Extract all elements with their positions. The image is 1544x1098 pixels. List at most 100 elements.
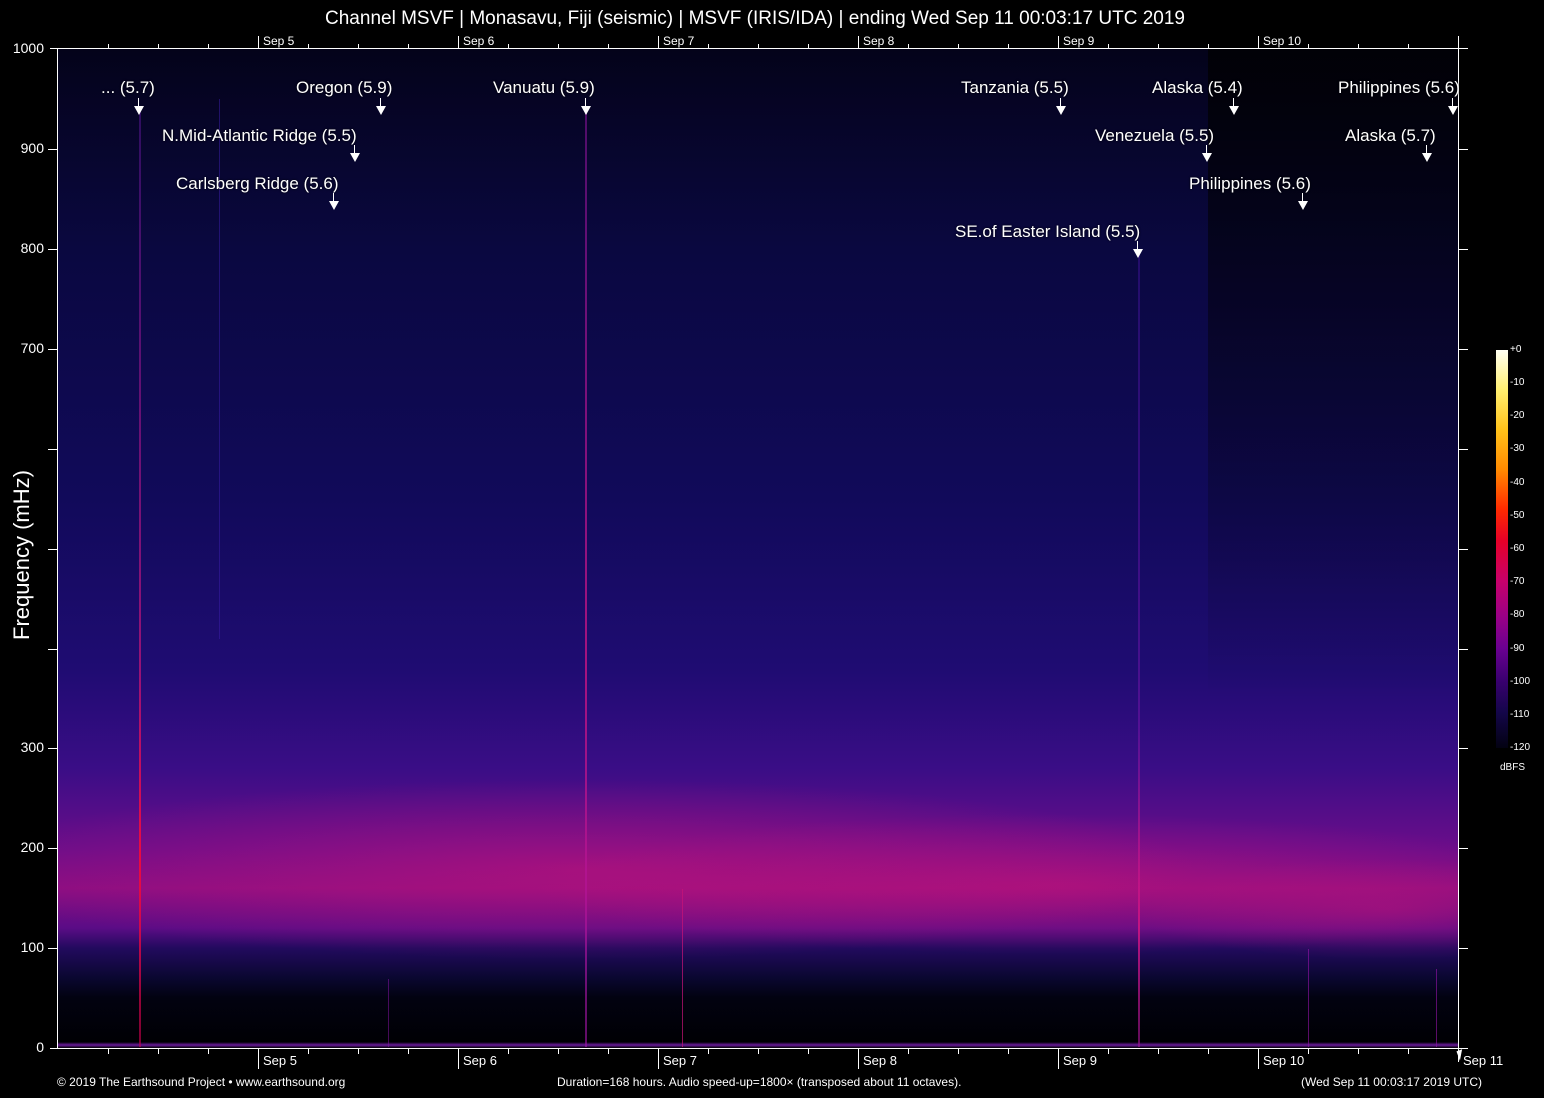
y-tick: [1459, 748, 1468, 749]
colorbar-label: -40: [1510, 477, 1525, 488]
y-tick: [48, 449, 57, 450]
x-minor-tick: [308, 44, 309, 48]
x-minor-tick: [608, 44, 609, 48]
y-tick: [1459, 149, 1468, 150]
x-bottom-label: Sep 6: [463, 1053, 497, 1068]
x-bottom-label: Sep 7: [663, 1053, 697, 1068]
event-streak: [1436, 969, 1437, 1047]
footer-timestamp: (Wed Sep 11 00:03:17 2019 UTC): [1301, 1075, 1482, 1089]
x-bottom-label: Sep 11: [1463, 1053, 1504, 1068]
x-top-label: Sep 7: [663, 34, 695, 48]
x-minor-tick: [408, 44, 409, 48]
x-top-label: Sep 9: [1063, 34, 1095, 48]
y-tick: [48, 948, 57, 949]
x-minor-tick: [608, 1049, 609, 1054]
y-tick-label: 0: [36, 1039, 44, 1055]
y-tick-label: 1000: [12, 40, 44, 56]
colorbar-label: -70: [1510, 576, 1525, 587]
colorbar-unit: dBFS: [1500, 762, 1526, 773]
y-tick: [48, 649, 57, 650]
event-streak: [1308, 949, 1309, 1047]
x-minor-tick: [758, 44, 759, 48]
event-label: Venezuela (5.5): [1095, 126, 1215, 145]
x-minor-tick: [1408, 1049, 1409, 1054]
x-top-label: Sep 5: [263, 34, 295, 48]
y-tick: [1459, 249, 1468, 250]
y-tick-label: 100: [20, 939, 44, 955]
x-minor-tick: [1108, 1049, 1109, 1054]
y-tick-label: 800: [20, 240, 44, 256]
colorbar-label: -110: [1510, 709, 1530, 720]
x-major-tick: [1058, 1049, 1059, 1069]
x-minor-tick: [1358, 1049, 1359, 1054]
y-tick: [1459, 948, 1468, 949]
x-minor-tick: [1308, 1049, 1309, 1054]
colorbar-label: -10: [1510, 377, 1525, 388]
x-minor-tick: [358, 44, 359, 48]
colorbar-label: -120: [1510, 742, 1531, 753]
x-major-tick: [458, 36, 459, 48]
x-minor-tick: [408, 1049, 409, 1054]
event-streak: [1138, 249, 1140, 1047]
right-axis-line: [1458, 40, 1459, 1062]
x-minor-tick: [1008, 1049, 1009, 1054]
event-label: Philippines (5.6): [1189, 174, 1311, 193]
x-top-label: Sep 8: [863, 34, 895, 48]
footer-info: Duration=168 hours. Audio speed-up=1800×…: [557, 1075, 962, 1089]
event-streak: [682, 889, 683, 1047]
y-tick: [48, 349, 57, 350]
y-tick: [48, 149, 57, 150]
x-minor-tick: [308, 1049, 309, 1054]
colorbar: [1496, 350, 1508, 748]
x-major-tick: [858, 1049, 859, 1069]
colorbar-label: -100: [1510, 676, 1531, 687]
y-axis-label: Frequency (mHz): [9, 470, 34, 640]
y-tick: [1459, 549, 1468, 550]
x-minor-tick: [1158, 44, 1159, 48]
event-label: SE.of Easter Island (5.5): [955, 222, 1141, 241]
x-major-tick: [458, 1049, 459, 1069]
spectrogram-plot: [58, 49, 1458, 1048]
x-minor-tick: [558, 44, 559, 48]
x-minor-tick: [1108, 44, 1109, 48]
x-minor-tick: [908, 1049, 909, 1054]
x-minor-tick: [758, 1049, 759, 1054]
x-minor-tick: [1308, 44, 1309, 48]
x-bottom-label: Sep 5: [263, 1053, 297, 1068]
x-top-label: Sep 6: [463, 34, 495, 48]
x-minor-tick: [1358, 44, 1359, 48]
top-axis-line: [50, 48, 1468, 49]
event-label: Oregon (5.9): [296, 78, 393, 97]
x-minor-tick: [508, 1049, 509, 1054]
x-minor-tick: [158, 1049, 159, 1054]
x-minor-tick: [108, 44, 109, 48]
event-label: Alaska (5.4): [1152, 78, 1243, 97]
x-minor-tick: [558, 1049, 559, 1054]
y-tick: [1459, 349, 1468, 350]
y-tick-label: 200: [20, 839, 44, 855]
x-major-tick: [658, 36, 659, 48]
footer-copyright: © 2019 The Earthsound Project • www.eart…: [57, 1075, 346, 1089]
event-label: ... (5.7): [101, 78, 155, 97]
event-streak: [585, 109, 587, 1047]
y-tick-label: 300: [20, 739, 44, 755]
x-minor-tick: [1158, 1049, 1159, 1054]
event-streak: [219, 99, 220, 639]
colorbar-label: +0: [1510, 344, 1522, 355]
colorbar-label: -20: [1510, 410, 1525, 421]
y-tick: [1459, 649, 1468, 650]
x-minor-tick: [908, 44, 909, 48]
x-minor-tick: [208, 1049, 209, 1054]
colorbar-label: -60: [1510, 543, 1525, 554]
bottom-axis-line: [50, 1048, 1468, 1049]
x-major-tick: [1258, 1049, 1259, 1069]
event-streak: [139, 109, 141, 1047]
y-tick-label: 900: [20, 140, 44, 156]
y-tick: [48, 748, 57, 749]
y-tick: [1459, 848, 1468, 849]
x-major-tick: [658, 1049, 659, 1069]
quiet-region-shading: [1208, 49, 1458, 699]
x-major-tick: [1258, 36, 1259, 48]
x-major-tick: [258, 1049, 259, 1069]
chart-title: Channel MSVF | Monasavu, Fiji (seismic) …: [325, 8, 1185, 29]
